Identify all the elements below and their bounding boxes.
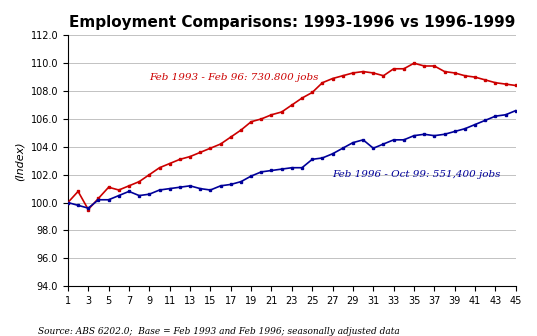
Text: Feb 1993 - Feb 96: 730.800 jobs: Feb 1993 - Feb 96: 730.800 jobs — [149, 73, 319, 82]
Y-axis label: (Index): (Index) — [15, 141, 25, 180]
Title: Employment Comparisons: 1993-1996 vs 1996-1999: Employment Comparisons: 1993-1996 vs 199… — [69, 15, 515, 30]
Text: Source: ABS 6202.0;  Base = Feb 1993 and Feb 1996; seasonally adjusted data: Source: ABS 6202.0; Base = Feb 1993 and … — [38, 327, 400, 336]
Text: Feb 1996 - Oct 99: 551,400 jobs: Feb 1996 - Oct 99: 551,400 jobs — [332, 170, 501, 179]
